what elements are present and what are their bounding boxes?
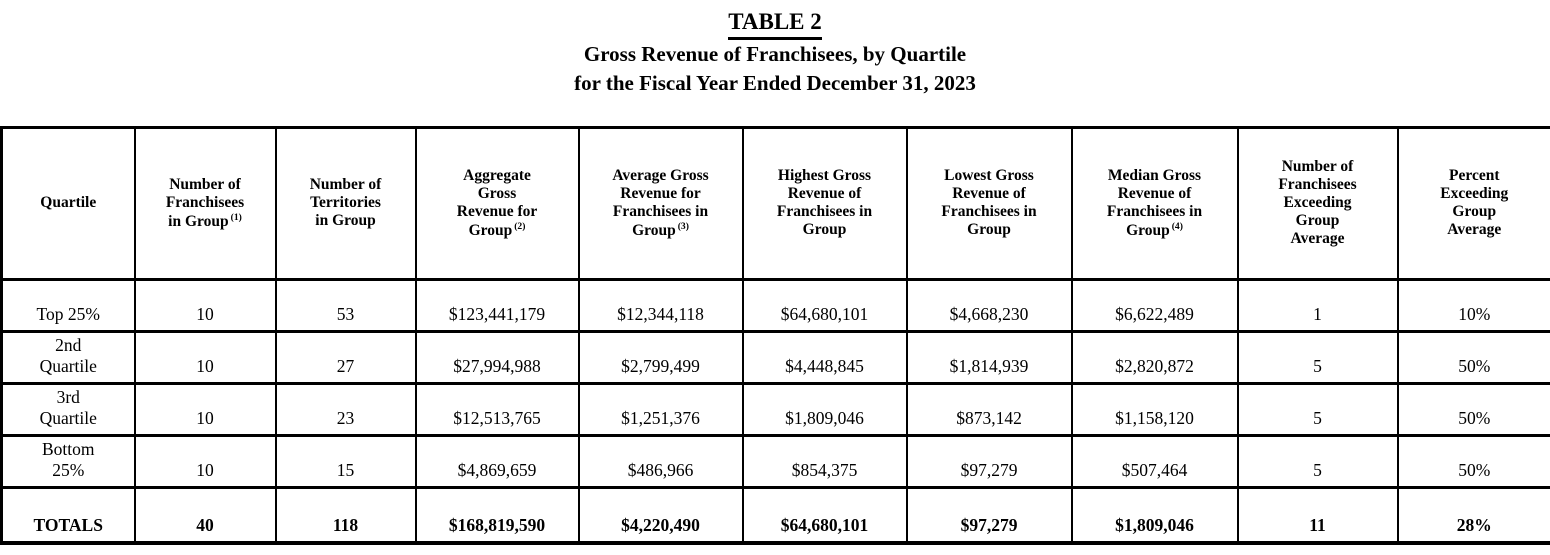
cell-average-revenue: $486,966 xyxy=(577,433,744,489)
header-label: Lowest Gross Revenue of Franchisees in G… xyxy=(941,167,1037,239)
table-row-3rd-quartile: 3rd Quartile 10 23 $12,513,765 $1,251,37… xyxy=(0,381,1550,437)
row-label-totals: TOTALS xyxy=(0,485,136,545)
header-label: Aggregate Gross Revenue for Group xyxy=(456,166,538,239)
table-body: Top 25% 10 53 $123,441,179 $12,344,118 $… xyxy=(0,277,1550,545)
table-subtitle-line1: Gross Revenue of Franchisees, by Quartil… xyxy=(583,41,967,66)
table-row-2nd-quartile: 2nd Quartile 10 27 $27,994,988 $2,799,49… xyxy=(0,329,1550,385)
cell-exceeding-count-total: 11 xyxy=(1236,485,1399,545)
cell-highest-revenue: $64,680,101 xyxy=(741,277,908,333)
cell-median-revenue: $2,820,872 xyxy=(1070,329,1239,385)
cell-highest-revenue: $854,375 xyxy=(741,433,908,489)
cell-lowest-revenue: $97,279 xyxy=(905,433,1073,489)
table-row-totals: TOTALS 40 118 $168,819,590 $4,220,490 $6… xyxy=(0,485,1550,545)
footnote-ref-4: (4) xyxy=(1171,220,1183,232)
table-title-block: TABLE 2 Gross Revenue of Franchisees, by… xyxy=(0,0,1550,98)
cell-franchisees-total: 40 xyxy=(133,485,277,545)
table-row-bottom-25: Bottom 25% 10 15 $4,869,659 $486,966 $85… xyxy=(0,433,1550,489)
row-label: Top 25% xyxy=(0,277,136,333)
table-header: Quartile Number of Franchisees in Group(… xyxy=(0,125,1550,281)
gross-revenue-table: Quartile Number of Franchisees in Group(… xyxy=(0,125,1550,546)
table-number-text: TABLE 2 xyxy=(728,8,822,40)
header-label: Percent Exceeding Group Average xyxy=(1440,167,1509,239)
header-label: Average Gross Revenue for Franchisees in… xyxy=(612,166,709,239)
row-label: Bottom 25% xyxy=(0,433,136,489)
header-label: Number of Franchisees Exceeding Group Av… xyxy=(1278,158,1357,248)
cell-franchisees: 10 xyxy=(133,277,277,333)
cell-lowest-revenue: $1,814,939 xyxy=(905,329,1073,385)
row-label: 2nd Quartile xyxy=(0,329,136,385)
cell-aggregate-revenue: $123,441,179 xyxy=(414,277,580,333)
cell-highest-revenue: $4,448,845 xyxy=(741,329,908,385)
cell-aggregate-revenue: $12,513,765 xyxy=(414,381,580,437)
header-row: Quartile Number of Franchisees in Group(… xyxy=(0,125,1550,281)
cell-exceeding-percent-total: 28% xyxy=(1396,485,1550,545)
cell-territories: 23 xyxy=(274,381,417,437)
cell-aggregate-revenue-total: $168,819,590 xyxy=(414,485,580,545)
header-label: Highest Gross Revenue of Franchisees in … xyxy=(776,167,873,239)
cell-franchisees: 10 xyxy=(133,381,277,437)
column-header-num-territories: Number of Territories in Group xyxy=(274,125,417,281)
cell-lowest-revenue: $873,142 xyxy=(905,381,1073,437)
cell-franchisees: 10 xyxy=(133,329,277,385)
column-header-num-franchisees: Number of Franchisees in Group (1) xyxy=(133,125,277,281)
column-header-median-revenue: Median Gross Revenue of Franchisees in G… xyxy=(1070,125,1239,281)
cell-average-revenue: $1,251,376 xyxy=(577,381,744,437)
footnote-ref-3: (3) xyxy=(677,220,689,232)
column-header-average-revenue: Average Gross Revenue for Franchisees in… xyxy=(577,125,744,281)
header-label: Number of Territories in Group xyxy=(309,176,382,230)
cell-exceeding-percent: 50% xyxy=(1396,433,1550,489)
column-header-highest-revenue: Highest Gross Revenue of Franchisees in … xyxy=(741,125,908,281)
cell-territories: 15 xyxy=(274,433,417,489)
footnote-ref-2: (2) xyxy=(514,220,526,232)
cell-median-revenue: $1,158,120 xyxy=(1070,381,1239,437)
cell-exceeding-count: 5 xyxy=(1236,329,1399,385)
row-label: 3rd Quartile xyxy=(0,381,136,437)
cell-exceeding-count: 5 xyxy=(1236,433,1399,489)
cell-average-revenue: $2,799,499 xyxy=(577,329,744,385)
cell-lowest-revenue: $4,668,230 xyxy=(905,277,1073,333)
cell-highest-revenue: $1,809,046 xyxy=(741,381,908,437)
cell-median-revenue: $507,464 xyxy=(1070,433,1239,489)
cell-aggregate-revenue: $4,869,659 xyxy=(414,433,580,489)
table-row-top-25: Top 25% 10 53 $123,441,179 $12,344,118 $… xyxy=(0,277,1550,333)
cell-territories: 27 xyxy=(274,329,417,385)
column-header-lowest-revenue: Lowest Gross Revenue of Franchisees in G… xyxy=(905,125,1073,281)
cell-average-revenue-total: $4,220,490 xyxy=(577,485,744,545)
column-header-aggregate-revenue: Aggregate Gross Revenue for Group (2) xyxy=(414,125,580,281)
cell-franchisees: 10 xyxy=(133,433,277,489)
cell-territories-total: 118 xyxy=(274,485,417,545)
cell-exceeding-count: 5 xyxy=(1236,381,1399,437)
cell-exceeding-percent: 50% xyxy=(1396,381,1550,437)
cell-lowest-revenue-total: $97,279 xyxy=(905,485,1073,545)
header-label: Quartile xyxy=(40,194,97,212)
cell-median-revenue: $6,622,489 xyxy=(1070,277,1239,333)
table-subtitle-line2: for the Fiscal Year Ended December 31, 2… xyxy=(574,70,976,95)
column-header-quartile: Quartile xyxy=(0,125,136,281)
column-header-exceeding-count: Number of Franchisees Exceeding Group Av… xyxy=(1236,125,1399,281)
footnote-ref-1: (1) xyxy=(230,211,242,223)
header-label: Median Gross Revenue of Franchisees in G… xyxy=(1106,166,1203,239)
cell-territories: 53 xyxy=(274,277,417,333)
column-header-exceeding-percent: Percent Exceeding Group Average xyxy=(1396,125,1550,281)
cell-median-revenue-total: $1,809,046 xyxy=(1070,485,1239,545)
table-number-heading: TABLE 2 xyxy=(0,8,1550,40)
header-label: Number of Franchisees in Group xyxy=(165,175,245,230)
cell-average-revenue: $12,344,118 xyxy=(577,277,744,333)
cell-exceeding-percent: 50% xyxy=(1396,329,1550,385)
cell-highest-revenue-total: $64,680,101 xyxy=(741,485,908,545)
cell-exceeding-percent: 10% xyxy=(1396,277,1550,333)
cell-aggregate-revenue: $27,994,988 xyxy=(414,329,580,385)
cell-exceeding-count: 1 xyxy=(1236,277,1399,333)
